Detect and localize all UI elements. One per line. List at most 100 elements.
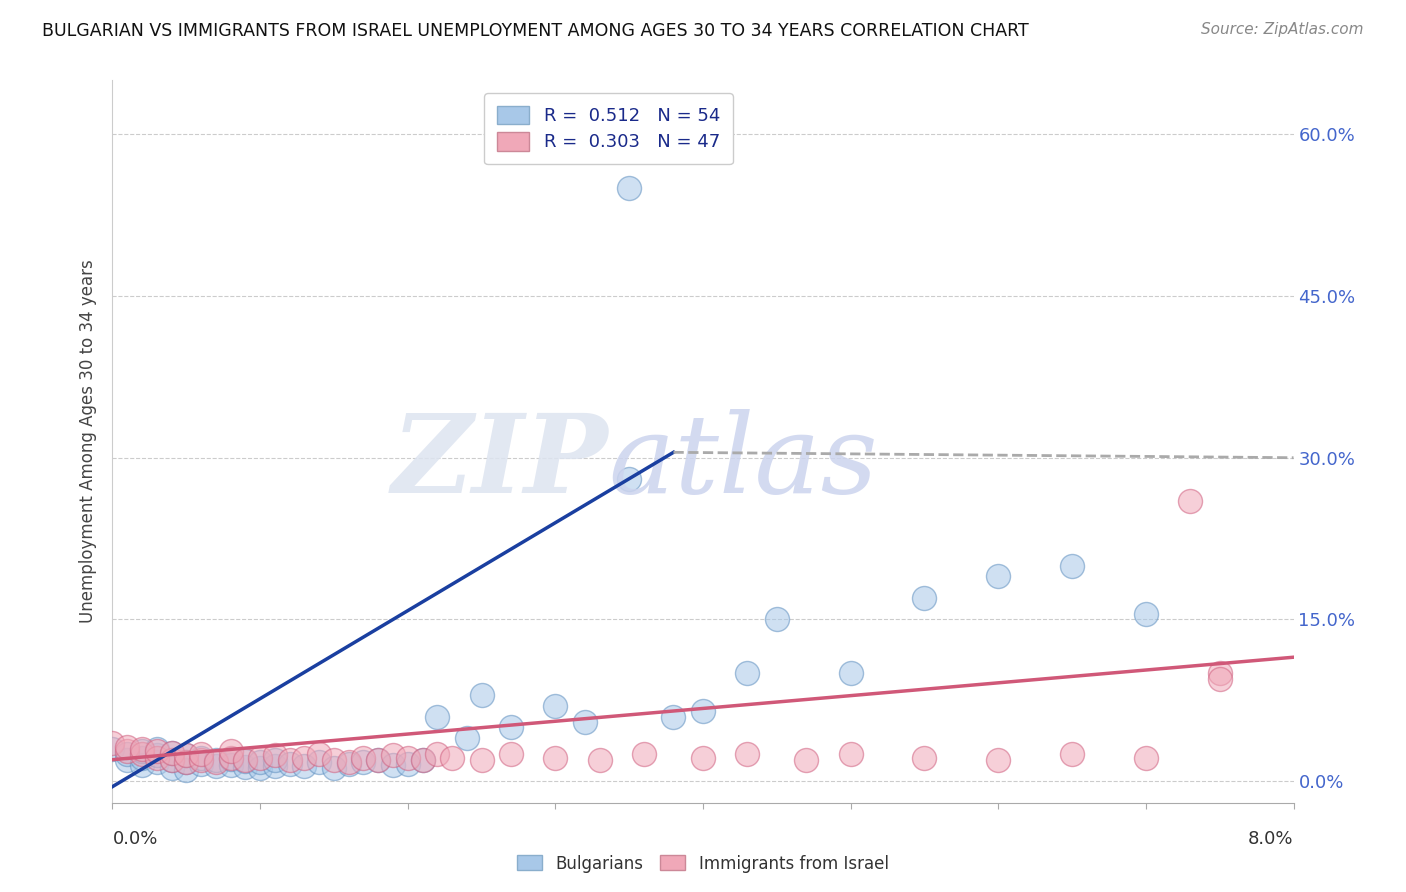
Point xyxy=(131,742,153,756)
Text: 0.0%: 0.0% xyxy=(112,830,157,847)
Point xyxy=(619,181,641,195)
Point xyxy=(233,753,256,767)
Point xyxy=(765,612,787,626)
Point xyxy=(471,753,494,767)
Point xyxy=(190,747,212,762)
Point xyxy=(174,748,197,763)
Point xyxy=(1178,493,1201,508)
Text: 8.0%: 8.0% xyxy=(1249,830,1294,847)
Point xyxy=(987,569,1010,583)
Point xyxy=(396,750,419,764)
Point xyxy=(278,756,301,771)
Point xyxy=(308,747,330,762)
Point xyxy=(382,748,405,763)
Point xyxy=(619,472,641,486)
Point xyxy=(131,758,153,772)
Point xyxy=(233,754,256,768)
Point xyxy=(323,753,346,767)
Legend: Bulgarians, Immigrants from Israel: Bulgarians, Immigrants from Israel xyxy=(510,848,896,880)
Point xyxy=(544,698,567,713)
Point xyxy=(174,755,197,769)
Point xyxy=(987,753,1010,767)
Point xyxy=(308,755,330,769)
Point xyxy=(219,744,242,758)
Point xyxy=(412,753,434,767)
Point xyxy=(205,753,228,767)
Point xyxy=(278,753,301,767)
Point xyxy=(160,761,183,775)
Text: BULGARIAN VS IMMIGRANTS FROM ISRAEL UNEMPLOYMENT AMONG AGES 30 TO 34 YEARS CORRE: BULGARIAN VS IMMIGRANTS FROM ISRAEL UNEM… xyxy=(42,22,1029,40)
Point xyxy=(737,666,759,681)
Point xyxy=(205,755,228,769)
Point xyxy=(1062,747,1084,762)
Point xyxy=(219,750,242,764)
Text: Source: ZipAtlas.com: Source: ZipAtlas.com xyxy=(1201,22,1364,37)
Point xyxy=(205,759,228,773)
Point xyxy=(131,744,153,758)
Point xyxy=(233,760,256,774)
Point xyxy=(1062,558,1084,573)
Point xyxy=(501,747,523,762)
Point xyxy=(352,750,374,764)
Point xyxy=(264,748,287,763)
Point xyxy=(692,750,714,764)
Point xyxy=(914,591,936,605)
Point xyxy=(101,742,124,756)
Point xyxy=(337,756,360,771)
Point xyxy=(796,753,818,767)
Point xyxy=(471,688,494,702)
Point xyxy=(382,758,405,772)
Point xyxy=(588,753,610,767)
Point xyxy=(323,761,346,775)
Point xyxy=(101,737,124,751)
Point xyxy=(1135,750,1157,764)
Point xyxy=(190,750,212,764)
Text: atlas: atlas xyxy=(609,409,879,517)
Point xyxy=(633,747,655,762)
Point xyxy=(190,753,212,767)
Point xyxy=(174,755,197,769)
Point xyxy=(131,747,153,762)
Point xyxy=(174,748,197,763)
Point xyxy=(337,755,360,769)
Point xyxy=(146,755,169,769)
Point xyxy=(692,704,714,718)
Point xyxy=(396,756,419,771)
Legend: R =  0.512   N = 54, R =  0.303   N = 47: R = 0.512 N = 54, R = 0.303 N = 47 xyxy=(484,93,733,164)
Point xyxy=(190,756,212,771)
Y-axis label: Unemployment Among Ages 30 to 34 years: Unemployment Among Ages 30 to 34 years xyxy=(79,260,97,624)
Point xyxy=(264,753,287,767)
Point xyxy=(146,750,169,764)
Point xyxy=(456,731,478,745)
Point xyxy=(117,753,138,767)
Point xyxy=(249,750,271,764)
Point xyxy=(1208,666,1232,681)
Point xyxy=(264,759,287,773)
Point xyxy=(160,746,183,760)
Point xyxy=(160,746,183,760)
Point xyxy=(1208,672,1232,686)
Point xyxy=(501,720,523,734)
Point xyxy=(117,747,138,762)
Point xyxy=(839,666,862,681)
Point xyxy=(426,747,449,762)
Point xyxy=(117,744,138,758)
Point xyxy=(737,747,759,762)
Point xyxy=(426,709,449,723)
Point xyxy=(1135,607,1157,621)
Point xyxy=(292,750,315,764)
Point xyxy=(219,751,242,765)
Point xyxy=(544,750,567,764)
Point xyxy=(914,750,936,764)
Text: ZIP: ZIP xyxy=(392,409,609,517)
Point xyxy=(146,748,169,763)
Point xyxy=(174,764,197,778)
Point xyxy=(352,755,374,769)
Point xyxy=(367,753,389,767)
Point xyxy=(160,753,183,767)
Point xyxy=(146,744,169,758)
Point xyxy=(839,747,862,762)
Point xyxy=(146,742,169,756)
Point xyxy=(117,739,138,754)
Point xyxy=(219,758,242,772)
